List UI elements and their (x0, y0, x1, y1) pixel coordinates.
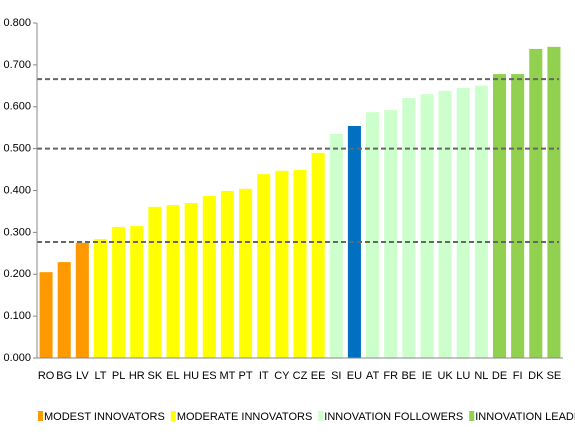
x-tick-label: IE (422, 370, 432, 382)
x-tick-label: PT (239, 370, 253, 382)
bar (293, 169, 307, 358)
x-tick-label: LU (456, 370, 470, 382)
x-tick-label: HU (183, 370, 199, 382)
bar (202, 195, 216, 358)
bar (93, 239, 108, 358)
bar (184, 203, 198, 358)
bar (329, 133, 343, 358)
x-tick-label: IT (259, 370, 269, 382)
legend-label: INNOVATION LEADERS (475, 411, 575, 423)
x-tick-label: EU (347, 370, 362, 382)
bar (420, 94, 434, 358)
bar (57, 262, 71, 358)
bar (166, 205, 180, 358)
bar (492, 74, 507, 359)
legend-label: MODERATE INNOVATORS (177, 411, 312, 423)
x-tick-label: DK (528, 370, 544, 382)
bar (384, 110, 398, 358)
y-tick-label: 0.800 (3, 17, 31, 29)
legend-swatch (469, 411, 475, 421)
bar (347, 126, 361, 358)
bar (220, 190, 234, 358)
x-tick-label: BG (56, 370, 72, 382)
x-tick-label: UK (437, 370, 453, 382)
y-tick-label: 0.700 (3, 59, 31, 71)
x-tick-label: AT (366, 370, 380, 382)
legend-swatch (170, 411, 176, 421)
legend-swatch (38, 411, 43, 421)
bar (366, 112, 380, 358)
bar (438, 90, 452, 359)
x-tick-label: FR (383, 370, 398, 382)
x-tick-label: HR (129, 370, 145, 382)
x-tick-label: SK (148, 370, 163, 382)
legend-swatch (318, 411, 324, 421)
x-tick-label: LV (76, 370, 89, 382)
x-tick-label: DE (492, 370, 507, 382)
x-tick-label: SI (331, 370, 341, 382)
bar (511, 74, 525, 359)
x-tick-label: CZ (293, 370, 308, 382)
x-tick-label: CY (274, 370, 290, 382)
y-tick-label: 0.100 (3, 310, 31, 322)
bar (275, 170, 289, 358)
bar (402, 97, 416, 359)
y-tick-label: 0.600 (3, 101, 31, 113)
bar (39, 272, 53, 358)
bar (112, 226, 126, 358)
x-tick-label: ES (202, 370, 217, 382)
y-tick-label: 0.000 (3, 352, 31, 364)
x-tick-label: RO (38, 370, 55, 382)
x-tick-label: NL (474, 370, 488, 382)
bar (529, 48, 543, 359)
x-tick-label: LT (94, 370, 106, 382)
y-tick-label: 0.300 (3, 226, 31, 238)
bar (311, 152, 325, 358)
x-tick-label: BE (401, 370, 416, 382)
x-tick-label: PL (112, 370, 125, 382)
bar (456, 87, 470, 358)
bar (75, 242, 89, 358)
legend-label: INNOVATION FOLLOWERS (324, 411, 463, 423)
bar (239, 188, 253, 358)
legend-label: MODEST INNOVATORS (44, 411, 165, 423)
bar (130, 226, 144, 358)
x-tick-label: FI (513, 370, 523, 382)
bar (148, 206, 162, 358)
y-tick-label: 0.200 (3, 268, 31, 280)
x-tick-label: EL (166, 370, 179, 382)
x-tick-label: MT (220, 370, 236, 382)
y-tick-label: 0.500 (3, 143, 31, 155)
bar (547, 46, 561, 359)
x-tick-label: SE (547, 370, 562, 382)
x-tick-label: EE (311, 370, 326, 382)
bar (474, 85, 488, 358)
bar (257, 174, 271, 358)
y-tick-label: 0.400 (3, 184, 31, 196)
